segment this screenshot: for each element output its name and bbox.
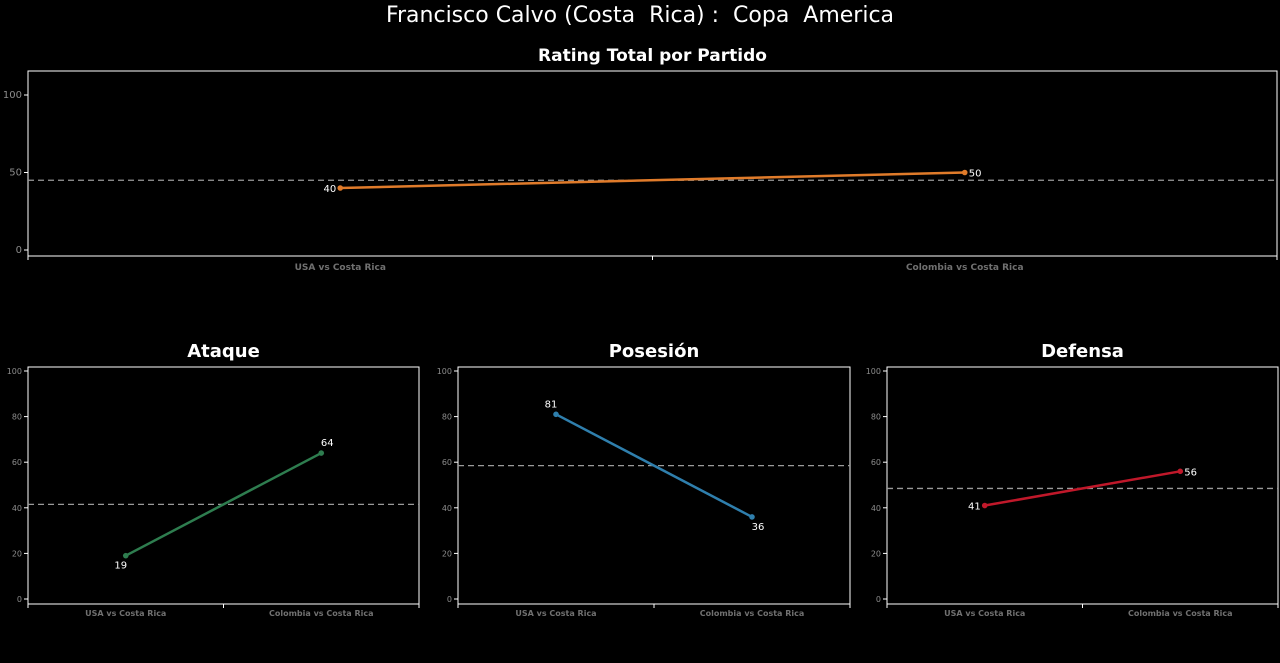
data-label: 40	[324, 184, 337, 195]
x-category-label: USA vs Costa Rica	[515, 609, 596, 618]
page-title: Francisco Calvo (Costa Rica) : Copa Amer…	[385, 3, 895, 28]
x-category-label: Colombia vs Costa Rica	[906, 263, 1024, 273]
data-point	[337, 185, 344, 191]
y-tick-label: 40	[442, 504, 452, 513]
plot-frame	[27, 70, 1278, 257]
data-label: 19	[114, 561, 127, 572]
y-tick-label: 60	[442, 458, 452, 467]
y-tick-label: 40	[12, 504, 22, 513]
data-label: 56	[1184, 467, 1197, 478]
chart-title: Ataque	[187, 341, 260, 362]
y-tick-label: 50	[9, 168, 22, 179]
y-tick-label: 100	[437, 367, 452, 376]
chart-title: Posesión	[609, 341, 700, 362]
x-category-label: USA vs Costa Rica	[944, 609, 1025, 618]
data-label: 64	[321, 438, 334, 449]
data-label: 50	[969, 169, 982, 180]
series-line	[125, 451, 322, 557]
data-point	[981, 502, 988, 509]
x-category-label: USA vs Costa Rica	[295, 263, 386, 273]
chart-posesion: Posesión 0 20 40 60 80 100 USA vs Costa Rica Col…	[437, 341, 851, 618]
data-point	[1177, 468, 1184, 475]
chart-total: Rating Total por Partido 0 50 100 USA vs Cos…	[3, 46, 1278, 273]
data-label: 41	[968, 502, 981, 513]
y-tick-label: 0	[876, 595, 881, 604]
y-tick-label: 20	[871, 549, 881, 558]
y-tick-label: 40	[871, 504, 881, 513]
y-tick-label: 20	[442, 549, 452, 558]
plot-frame	[457, 366, 851, 605]
x-category-label: Colombia vs Costa Rica	[700, 609, 805, 618]
y-tick-label: 0	[17, 595, 22, 604]
y-tick-label: 0	[447, 595, 452, 604]
x-category-label: USA vs Costa Rica	[85, 609, 166, 618]
y-tick-label: 80	[442, 413, 452, 422]
data-label: 36	[752, 522, 765, 533]
plot-frame	[27, 366, 420, 605]
chart-defensa: Defensa 0 20 40 60 80 100 USA vs Costa Rica Colo…	[866, 341, 1279, 618]
x-category-label: Colombia vs Costa Rica	[269, 609, 374, 618]
chart-ataque: Ataque 0 20 40 60 80 100 USA vs Costa Rica Colom…	[7, 341, 420, 618]
data-point	[318, 450, 325, 456]
x-category-label: Colombia vs Costa Rica	[1128, 609, 1233, 618]
data-point	[122, 552, 129, 559]
y-tick-label: 100	[7, 367, 22, 376]
y-tick-label: 80	[12, 413, 22, 422]
y-tick-label: 80	[871, 413, 881, 422]
chart-title: Defensa	[1041, 341, 1124, 362]
series-line	[340, 171, 965, 190]
y-tick-label: 60	[871, 458, 881, 467]
data-label: 81	[545, 399, 558, 410]
y-tick-label: 60	[12, 458, 22, 467]
chart-title: Rating Total por Partido	[538, 46, 767, 66]
series-line	[555, 413, 753, 519]
y-tick-label: 100	[3, 90, 22, 101]
plot-frame	[886, 366, 1279, 605]
data-point	[749, 514, 755, 520]
y-tick-label: 20	[12, 549, 22, 558]
data-point	[961, 169, 968, 176]
y-tick-label: 100	[866, 367, 881, 376]
data-point	[553, 411, 559, 418]
y-tick-label: 0	[16, 245, 22, 256]
series-line	[984, 470, 1181, 507]
